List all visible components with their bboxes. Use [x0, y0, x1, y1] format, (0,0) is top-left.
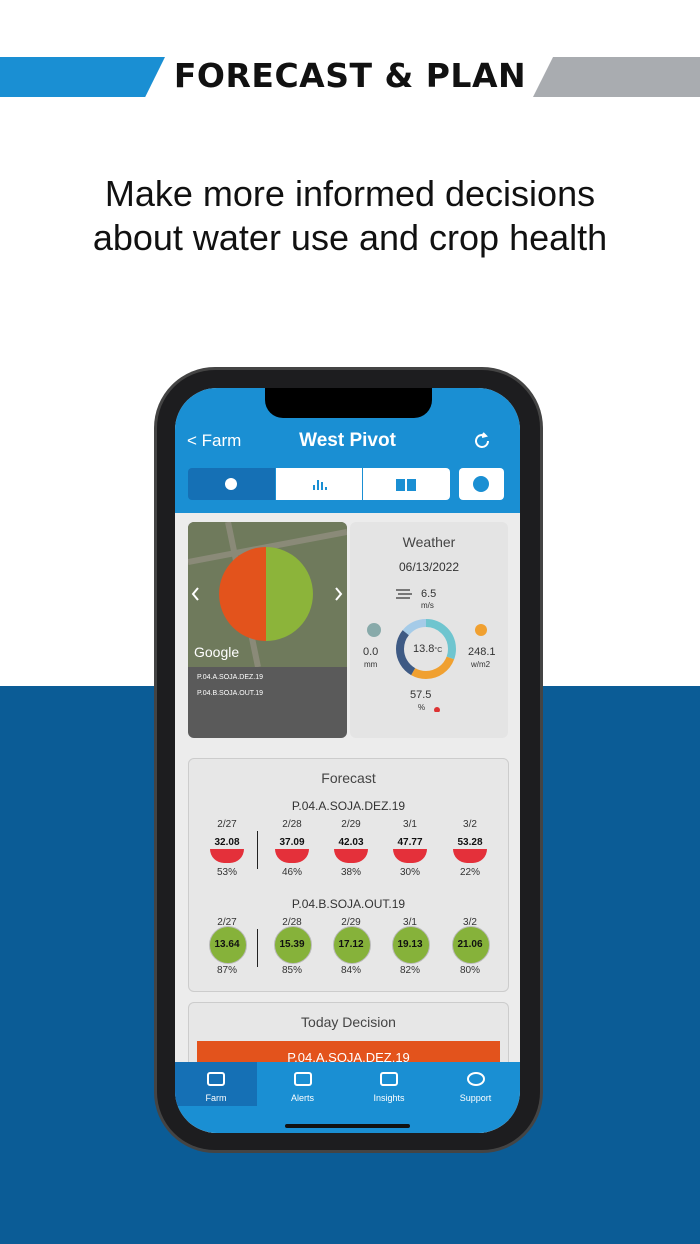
day-value: 21.06	[457, 939, 483, 950]
stripe-right	[533, 57, 700, 97]
nav-icon[interactable]	[293, 1072, 312, 1086]
wind: 6.5	[421, 588, 437, 600]
day-value: 47.77	[397, 837, 423, 848]
day-value: 15.39	[279, 939, 305, 950]
nav-icon[interactable]	[380, 1072, 398, 1086]
humidity-unit: %	[418, 703, 426, 712]
rain: 0.0	[363, 646, 379, 658]
map-card: Google P.04.A.SOJA.DEZ.19 P.04.B.SOJA.OU…	[188, 522, 347, 738]
day-percent: 53%	[216, 867, 237, 878]
screen-title: West Pivot	[299, 430, 396, 451]
divider	[257, 831, 258, 869]
temp-value: 13.8	[413, 643, 435, 655]
weather-graphics	[367, 589, 487, 712]
day-value: 19.13	[397, 939, 423, 950]
moisture-indicator	[452, 926, 490, 964]
day-value: 13.64	[214, 939, 240, 950]
humidity: 57.5	[410, 689, 432, 701]
headline: Make more informed decisions about water…	[0, 172, 700, 260]
divider	[257, 929, 258, 967]
moisture-indicator	[393, 849, 427, 863]
day-value: 53.28	[457, 837, 483, 848]
forecast-card: Forecast P.04.A.SOJA.DEZ.19 2/27 32.08 53% 2…	[188, 758, 509, 992]
radiation: 248.1	[468, 646, 496, 658]
day-date: 2/28	[282, 819, 302, 830]
group-name: P.04.B.SOJA.OUT.19	[291, 897, 406, 911]
rain-unit: mm	[364, 660, 378, 669]
nav-label[interactable]: Farm	[205, 1093, 227, 1103]
screen: < Farm West Pivot Google P.04.A.SOJA.DEZ…	[175, 388, 520, 1133]
headline-line: about water use and crop health	[92, 217, 608, 258]
day-percent: 80%	[459, 965, 480, 976]
nav-label[interactable]: Insights	[373, 1093, 405, 1103]
weather-title: Weather	[402, 534, 456, 550]
map	[188, 522, 347, 668]
home-indicator	[285, 1124, 410, 1128]
day-date: 2/29	[341, 917, 361, 928]
day-date: 3/1	[403, 819, 417, 830]
day-date: 2/28	[282, 917, 302, 928]
group-name: P.04.A.SOJA.DEZ.19	[291, 799, 406, 813]
bottom-nav: Farm Alerts Insights Support	[175, 1062, 520, 1133]
moisture-indicator	[392, 926, 430, 964]
day-percent: 85%	[281, 965, 302, 976]
refresh-icon[interactable]	[471, 430, 493, 452]
weather-card: Weather 06/13/2022 6.5 m/s 0.0 mm 13.8°C…	[350, 522, 508, 738]
moisture-indicator	[275, 849, 309, 863]
moisture-indicator	[334, 849, 368, 863]
day-date: 2/27	[217, 917, 237, 928]
map-label: P.04.B.SOJA.OUT.19	[197, 690, 264, 697]
notch	[265, 388, 432, 418]
decision-title: Today Decision	[301, 1014, 396, 1030]
day-value: 32.08	[214, 837, 240, 848]
tab[interactable]	[459, 468, 504, 500]
nav-label[interactable]: Support	[459, 1093, 492, 1103]
moisture-indicator	[453, 849, 487, 863]
moisture-indicator	[333, 926, 371, 964]
day-percent: 46%	[281, 867, 302, 878]
map-label: P.04.A.SOJA.DEZ.19	[197, 674, 264, 681]
day-percent: 22%	[459, 867, 480, 878]
radiation-unit: w/m2	[471, 660, 491, 669]
nav-icon[interactable]	[207, 1072, 225, 1086]
tab[interactable]	[276, 468, 362, 500]
day-value: 17.12	[338, 939, 364, 950]
day-date: 3/1	[403, 917, 417, 928]
banner-title: FORECAST & PLAN	[173, 56, 527, 95]
temp-unit: °C	[434, 647, 443, 654]
day-date: 3/2	[463, 917, 477, 928]
day-value: 37.09	[279, 837, 305, 848]
stripe-left	[0, 57, 165, 97]
day-date: 3/2	[463, 819, 477, 830]
moisture-indicator	[210, 849, 244, 863]
wind-unit: m/s	[421, 601, 434, 610]
moisture-indicator	[209, 926, 247, 964]
nav-icon[interactable]	[466, 1072, 485, 1086]
tab-active[interactable]	[188, 468, 275, 500]
day-date: 2/29	[341, 819, 361, 830]
day-date: 2/27	[217, 819, 237, 830]
moisture-indicator	[274, 926, 312, 964]
day-percent: 38%	[340, 867, 361, 878]
day-percent: 84%	[340, 965, 361, 976]
map-logo: Google	[194, 644, 240, 660]
tab[interactable]	[363, 468, 450, 500]
day-percent: 87%	[216, 965, 237, 976]
headline-line: Make more informed decisions	[104, 173, 596, 214]
day-percent: 30%	[399, 867, 420, 878]
back-button[interactable]: < Farm	[187, 431, 242, 450]
day-percent: 82%	[399, 965, 420, 976]
back-label: Farm	[201, 431, 242, 450]
forecast-title: Forecast	[321, 770, 376, 786]
temp: 13.8°C	[413, 643, 442, 655]
weather-date: 06/13/2022	[398, 560, 460, 574]
day-value: 42.03	[338, 837, 364, 848]
nav-label[interactable]: Alerts	[290, 1093, 314, 1103]
